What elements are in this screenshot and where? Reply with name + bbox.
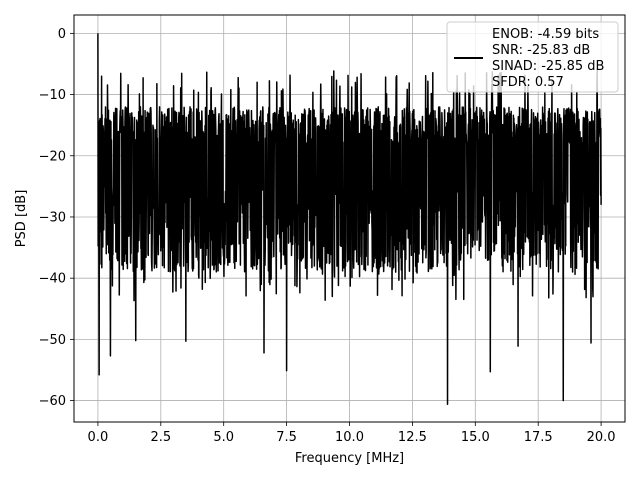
y-tick-label: −20: [39, 149, 66, 164]
x-tick-label: 15.0: [461, 430, 490, 445]
y-tick-label: −10: [39, 88, 66, 103]
legend: ENOB: -4.59 bits SNR: -25.83 dB SINAD: -…: [446, 21, 619, 93]
x-tick-label: 12.5: [398, 430, 427, 445]
y-tick-label: −40: [39, 272, 66, 287]
x-tick-label: 2.5: [150, 430, 171, 445]
x-tick-label: 10.0: [335, 430, 364, 445]
x-axis-label: Frequency [MHz]: [295, 451, 404, 466]
legend-line-enob: ENOB: -4.59 bits: [492, 27, 599, 42]
x-tick-label: 17.5: [524, 430, 553, 445]
legend-line-sfdr: SFDR: 0.57: [492, 75, 564, 90]
y-axis-label: PSD [dB]: [14, 190, 29, 248]
legend-line-snr: SNR: -25.83 dB: [492, 43, 590, 58]
x-tick-label: 5.0: [213, 430, 234, 445]
y-tick-label: 0: [58, 27, 66, 42]
x-tick-label: 20.0: [587, 430, 616, 445]
y-axis-ticks: 0 −10 −20 −30 −40 −50 −60: [39, 27, 74, 409]
legend-box: [446, 21, 619, 93]
x-tick-label: 7.5: [276, 430, 297, 445]
y-tick-label: −60: [39, 394, 66, 409]
y-tick-label: −50: [39, 333, 66, 348]
x-tick-label: 0.0: [88, 430, 109, 445]
y-tick-label: −30: [39, 210, 66, 225]
legend-line-sinad: SINAD: -25.85 dB: [492, 59, 604, 74]
psd-series-line: [97, 33, 602, 405]
x-axis-ticks: 0.0 2.5 5.0 7.5 10.0 12.5 15.0 17.5 20.0: [88, 422, 616, 445]
